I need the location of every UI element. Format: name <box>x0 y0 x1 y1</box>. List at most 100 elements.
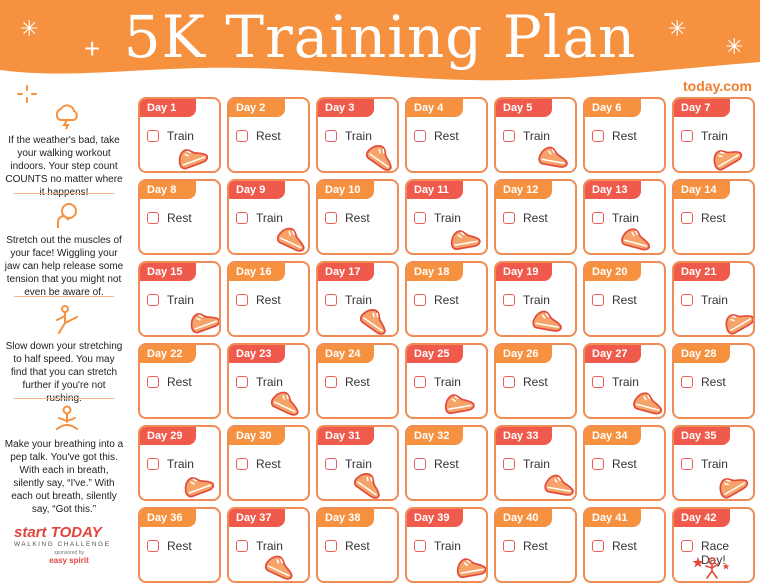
activity-label: Rest <box>523 375 548 389</box>
day-checkbox[interactable] <box>681 458 693 470</box>
day-checkbox[interactable] <box>147 294 159 306</box>
activity-label: Rest <box>434 293 459 307</box>
site-link[interactable]: today.com <box>683 78 752 94</box>
day-checkbox[interactable] <box>325 212 337 224</box>
day-checkbox[interactable] <box>236 212 248 224</box>
activity-label: Rest <box>523 211 548 225</box>
activity-label: Rest <box>256 129 281 143</box>
activity-label: Rest <box>434 457 459 471</box>
sneaker-icon <box>725 314 753 335</box>
day-checkbox[interactable] <box>236 294 248 306</box>
day-checkbox[interactable] <box>681 540 693 552</box>
day-label: Day 39 <box>407 509 463 527</box>
activity-label: Train <box>701 129 728 143</box>
day-checkbox[interactable] <box>503 294 515 306</box>
day-label: Day 29 <box>140 427 196 445</box>
day-cell: Day 7 Train <box>672 97 755 173</box>
day-checkbox[interactable] <box>325 458 337 470</box>
day-checkbox[interactable] <box>147 458 159 470</box>
day-checkbox[interactable] <box>414 376 426 388</box>
day-checkbox[interactable] <box>592 130 604 142</box>
activity-label: Rest <box>167 211 192 225</box>
day-checkbox[interactable] <box>325 540 337 552</box>
sparkle-icon: ✳ <box>668 16 687 41</box>
day-cell: Day 16 Rest <box>227 261 310 337</box>
header-banner <box>0 0 760 92</box>
day-checkbox[interactable] <box>592 212 604 224</box>
logo-brand: start TODAY <box>14 524 102 541</box>
day-checkbox[interactable] <box>147 130 159 142</box>
day-checkbox[interactable] <box>414 212 426 224</box>
tip-text: If the weather's bad, take your walking … <box>5 135 123 198</box>
day-checkbox[interactable] <box>147 376 159 388</box>
day-checkbox[interactable] <box>236 458 248 470</box>
day-label: Day 7 <box>674 99 730 117</box>
sneaker-icon <box>359 309 386 335</box>
day-checkbox[interactable] <box>147 212 159 224</box>
day-cell: Day 33 Train <box>494 425 577 501</box>
day-cell: Day 31 Train <box>316 425 399 501</box>
sneaker-icon <box>270 391 299 416</box>
divider <box>14 296 114 297</box>
day-label: Day 19 <box>496 263 552 281</box>
day-checkbox[interactable] <box>503 540 515 552</box>
day-checkbox[interactable] <box>325 294 337 306</box>
day-label: Day 23 <box>229 345 285 363</box>
sparkle-icon <box>17 85 37 103</box>
day-label: Day 27 <box>585 345 641 363</box>
day-cell: Day 2 Rest <box>227 97 310 173</box>
day-cell: Day 14 Rest <box>672 179 755 255</box>
day-checkbox[interactable] <box>414 458 426 470</box>
day-cell: Day 22 Rest <box>138 343 221 419</box>
tip-text: Stretch out the muscles of your face! Wi… <box>4 235 124 298</box>
day-checkbox[interactable] <box>681 294 693 306</box>
day-checkbox[interactable] <box>592 540 604 552</box>
activity-label: Train <box>523 293 550 307</box>
day-cell: Day 9 Train <box>227 179 310 255</box>
day-cell: Day 3 Train <box>316 97 399 173</box>
day-cell: Day 19 Train <box>494 261 577 337</box>
day-label: Day 15 <box>140 263 196 281</box>
day-checkbox[interactable] <box>503 458 515 470</box>
day-checkbox[interactable] <box>325 130 337 142</box>
day-checkbox[interactable] <box>236 376 248 388</box>
activity-label: Rest <box>256 293 281 307</box>
day-label: Day 10 <box>318 181 374 199</box>
day-checkbox[interactable] <box>503 212 515 224</box>
day-checkbox[interactable] <box>592 294 604 306</box>
day-cell: Day 29 Train <box>138 425 221 501</box>
day-label: Day 22 <box>140 345 196 363</box>
divider <box>14 398 114 399</box>
day-checkbox[interactable] <box>503 130 515 142</box>
day-label: Day 1 <box>140 99 196 117</box>
day-cell: Day 37 Train <box>227 507 310 583</box>
day-checkbox[interactable] <box>147 540 159 552</box>
day-checkbox[interactable] <box>592 376 604 388</box>
day-checkbox[interactable] <box>681 376 693 388</box>
activity-label: Train <box>345 457 372 471</box>
day-checkbox[interactable] <box>414 540 426 552</box>
day-label: Day 30 <box>229 427 285 445</box>
tip-text: Make your breathing into a pep talk. You… <box>4 439 124 515</box>
day-checkbox[interactable] <box>592 458 604 470</box>
storm-cloud-icon <box>55 104 78 130</box>
activity-label: Rest <box>612 539 637 553</box>
day-checkbox[interactable] <box>236 130 248 142</box>
day-checkbox[interactable] <box>414 294 426 306</box>
activity-label: Train <box>345 129 372 143</box>
day-checkbox[interactable] <box>325 376 337 388</box>
day-label: Day 9 <box>229 181 285 199</box>
kick-stretch-icon <box>56 305 78 334</box>
day-cell: Day 4 Rest <box>405 97 488 173</box>
logo-sponsor: easy spirit <box>49 556 89 565</box>
day-label: Day 34 <box>585 427 641 445</box>
day-cell: Day 28 Rest <box>672 343 755 419</box>
day-checkbox[interactable] <box>681 130 693 142</box>
day-checkbox[interactable] <box>236 540 248 552</box>
day-checkbox[interactable] <box>503 376 515 388</box>
sparkle-icon: ✳ <box>20 16 39 41</box>
day-label: Day 31 <box>318 427 374 445</box>
day-checkbox[interactable] <box>414 130 426 142</box>
day-cell: Day 5 Train <box>494 97 577 173</box>
day-checkbox[interactable] <box>681 212 693 224</box>
